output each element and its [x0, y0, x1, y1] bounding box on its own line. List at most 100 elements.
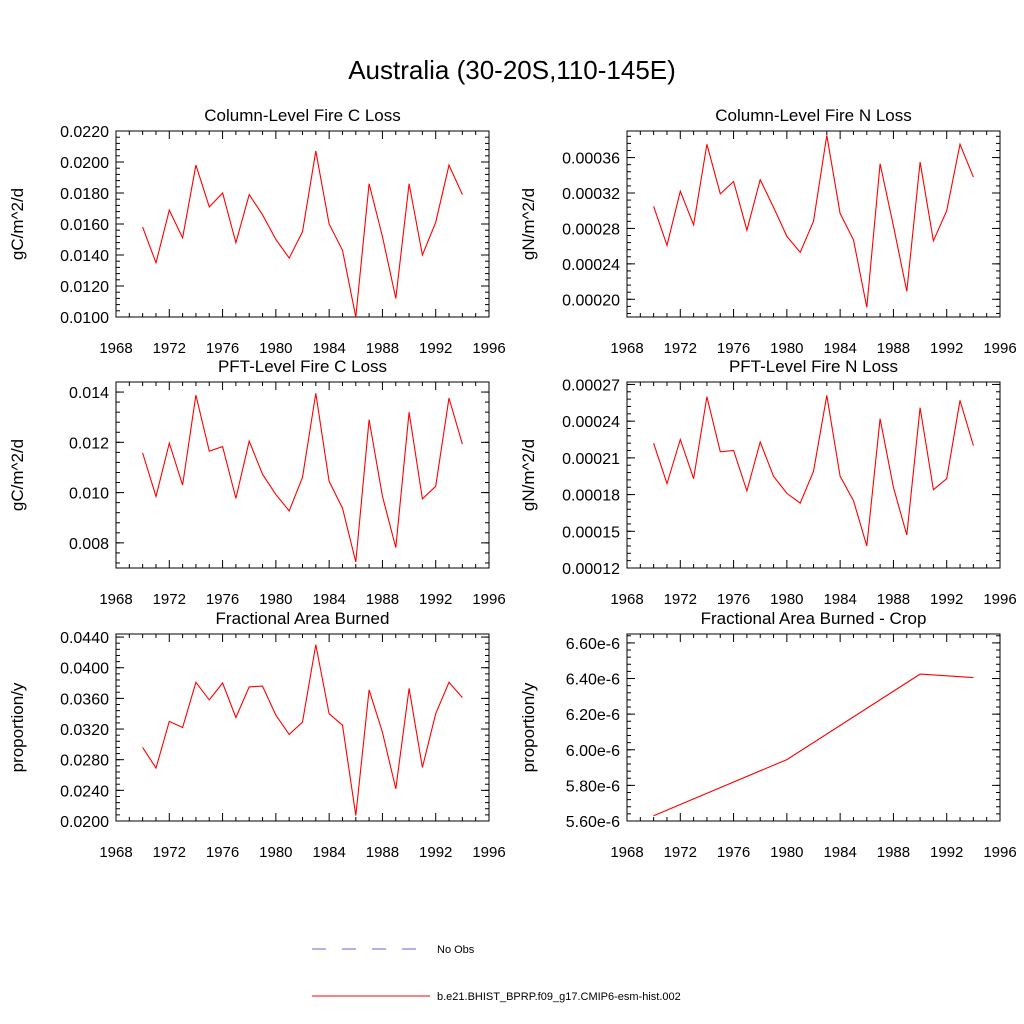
- x-tick-label: 1992: [419, 844, 452, 861]
- x-tick-label: 1976: [206, 340, 239, 357]
- x-tick-label: 1976: [717, 844, 750, 861]
- y-tick-label: 0.010: [69, 486, 109, 503]
- x-tick-label: 1996: [472, 591, 505, 608]
- y-tick-label: 0.00020: [562, 292, 620, 309]
- x-tick-label: 1972: [664, 591, 697, 608]
- plot-frame: [626, 130, 1001, 318]
- x-tick-label: 1984: [312, 340, 345, 357]
- y-tick-label: 0.0280: [60, 753, 109, 770]
- y-axis-label: gN/m^2/d: [519, 188, 538, 260]
- y-tick-label: 0.0200: [60, 814, 109, 831]
- figure-title: Australia (30-20S,110-145E): [348, 55, 676, 85]
- chart-panels: 1968 1972 1976 1980 1984 1988 1992 1996 0.0100 0.…: [8, 106, 1017, 861]
- x-tick-label: 1980: [770, 591, 803, 608]
- x-tick-label: 1972: [153, 340, 186, 357]
- chart-panel-3: 1968 1972 1976 1980 1984 1988 1992 1996 0.008 0.0…: [8, 357, 506, 608]
- series-line: [142, 151, 463, 318]
- x-tick-label: 1988: [877, 591, 910, 608]
- x-tick-label: 1972: [664, 844, 697, 861]
- y-tick-label: 0.0180: [60, 186, 109, 203]
- x-tick-label: 1968: [99, 340, 132, 357]
- x-tick-label: 1980: [259, 591, 292, 608]
- y-tick-label: 0.0400: [60, 661, 109, 678]
- x-tick-label: 1968: [610, 844, 643, 861]
- y-tick-label: 0.00027: [562, 377, 620, 394]
- chart-panel-1: 1968 1972 1976 1980 1984 1988 1992 1996 0.0100 0.…: [8, 106, 506, 357]
- y-tick-label: 0.0200: [60, 155, 109, 172]
- series-line: [142, 644, 463, 816]
- panel-title: Fractional Area Burned - Crop: [701, 609, 927, 628]
- x-tick-label: 1968: [99, 844, 132, 861]
- panel-title: Column-Level Fire N Loss: [715, 106, 912, 125]
- x-tick-label: 1980: [770, 340, 803, 357]
- y-tick-label: 0.0140: [60, 248, 109, 265]
- y-tick-label: 0.00021: [562, 451, 620, 468]
- y-tick-label: 5.80e-6: [566, 778, 620, 795]
- y-tick-label: 0.00018: [562, 488, 620, 505]
- y-tick-label: 5.60e-6: [566, 814, 620, 831]
- y-tick-label: 0.00024: [562, 414, 620, 431]
- x-tick-label: 1972: [153, 844, 186, 861]
- x-tick-label: 1984: [823, 591, 856, 608]
- legend-label-no-obs: No Obs: [437, 944, 475, 956]
- x-tick-label: 1988: [877, 844, 910, 861]
- y-axis-label: gC/m^2/d: [8, 188, 27, 260]
- y-tick-label: 6.60e-6: [566, 636, 620, 653]
- x-tick-label: 1976: [206, 591, 239, 608]
- x-tick-label: 1992: [419, 591, 452, 608]
- x-tick-label: 1992: [930, 591, 963, 608]
- y-tick-label: 0.00036: [562, 151, 620, 168]
- x-tick-label: 1988: [366, 340, 399, 357]
- x-tick-label: 1984: [823, 844, 856, 861]
- x-tick-label: 1992: [930, 340, 963, 357]
- y-tick-label: 0.00024: [562, 257, 620, 274]
- x-tick-label: 1976: [717, 591, 750, 608]
- x-tick-label: 1996: [472, 844, 505, 861]
- chart-panel-5: 1968 1972 1976 1980 1984 1988 1992 1996 0.0200 0.…: [8, 609, 506, 861]
- x-tick-label: 1984: [312, 844, 345, 861]
- plot-frame: [626, 381, 1001, 569]
- x-tick-label: 1980: [770, 844, 803, 861]
- x-tick-label: 1988: [877, 340, 910, 357]
- chart-panel-4: 1968 1972 1976 1980 1984 1988 1992 1996 0.00012 0…: [519, 357, 1017, 608]
- plot-frame: [115, 130, 490, 318]
- panel-title: PFT-Level Fire N Loss: [729, 357, 898, 376]
- x-tick-label: 1980: [259, 844, 292, 861]
- y-tick-label: 0.0100: [60, 310, 109, 327]
- y-tick-label: 0.00012: [562, 561, 620, 578]
- series-line: [653, 395, 974, 547]
- plot-frame: [626, 633, 1001, 822]
- x-tick-label: 1968: [99, 591, 132, 608]
- x-tick-label: 1988: [366, 844, 399, 861]
- x-tick-label: 1972: [153, 591, 186, 608]
- panel-title: PFT-Level Fire C Loss: [218, 357, 387, 376]
- y-tick-label: 0.008: [69, 536, 109, 553]
- y-tick-label: 0.0240: [60, 783, 109, 800]
- x-tick-label: 1988: [366, 591, 399, 608]
- legend: No Obs b.e21.BHIST_BPRP.f09_g17.CMIP6-es…: [312, 944, 681, 1003]
- x-tick-label: 1976: [717, 340, 750, 357]
- x-tick-label: 1992: [930, 844, 963, 861]
- y-tick-label: 0.012: [69, 435, 109, 452]
- x-tick-label: 1996: [472, 340, 505, 357]
- x-tick-label: 1996: [983, 340, 1016, 357]
- y-tick-label: 0.0120: [60, 279, 109, 296]
- x-tick-label: 1976: [206, 844, 239, 861]
- chart-panel-2: 1968 1972 1976 1980 1984 1988 1992 1996 0.00020 0…: [519, 106, 1017, 357]
- x-tick-label: 1984: [823, 340, 856, 357]
- y-tick-label: 0.00015: [562, 524, 620, 541]
- x-tick-label: 1968: [610, 340, 643, 357]
- y-axis-label: gC/m^2/d: [8, 439, 27, 511]
- series-line: [653, 673, 974, 817]
- y-tick-label: 0.014: [69, 385, 109, 402]
- y-tick-label: 0.0440: [60, 630, 109, 647]
- x-tick-label: 1980: [259, 340, 292, 357]
- y-tick-label: 0.0220: [60, 124, 109, 141]
- x-tick-label: 1992: [419, 340, 452, 357]
- y-axis-label: gN/m^2/d: [519, 439, 538, 511]
- panel-title: Column-Level Fire C Loss: [204, 106, 401, 125]
- y-tick-label: 0.00028: [562, 221, 620, 238]
- series-line: [653, 135, 974, 308]
- chart-panel-6: 1968 1972 1976 1980 1984 1988 1992 1996 5.60e-6 5…: [519, 609, 1017, 861]
